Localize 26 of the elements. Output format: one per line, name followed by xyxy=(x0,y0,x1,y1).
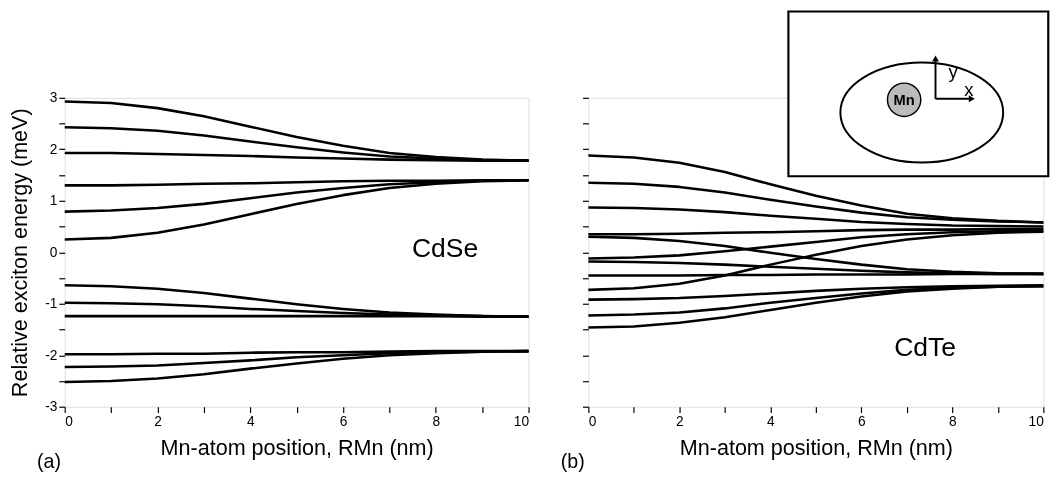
x-axis-title: Mn-atom position, RMn (nm) xyxy=(160,435,434,461)
y-tick-label: -1 xyxy=(45,296,58,312)
y-tick-label: 1 xyxy=(49,193,58,209)
x-tick-label: 4 xyxy=(767,413,776,429)
x-tick-label: 0 xyxy=(65,413,74,429)
x-axis-title: Mn-atom position, RMn (nm) xyxy=(679,435,953,461)
x-tick-label: 2 xyxy=(676,413,684,429)
annotation: CdTe xyxy=(894,331,956,362)
y-tick-label: 3 xyxy=(49,90,58,106)
text: (a) xyxy=(37,449,62,472)
y-tick-label: 0 xyxy=(49,244,58,260)
x-tick-label: 4 xyxy=(246,413,255,429)
x-tick-label: 6 xyxy=(339,413,348,429)
x-tick-label: 6 xyxy=(858,413,867,429)
x-tick-label: 2 xyxy=(154,413,162,429)
y-tick-label: 2 xyxy=(49,141,58,157)
x-tick-label: 10 xyxy=(1028,413,1045,429)
annotation: CdSe xyxy=(411,233,479,264)
y-tick-label: -2 xyxy=(45,347,58,363)
x-tick-label: 8 xyxy=(432,413,441,429)
x-tick-label: 8 xyxy=(949,413,958,429)
text: (b) xyxy=(560,449,585,472)
x-tick-label: 10 xyxy=(513,413,530,429)
x-tick-label: 0 xyxy=(588,413,597,429)
y-tick-label: -3 xyxy=(45,399,58,415)
y-axis-title: Relative exciton energy (meV) xyxy=(6,108,32,398)
